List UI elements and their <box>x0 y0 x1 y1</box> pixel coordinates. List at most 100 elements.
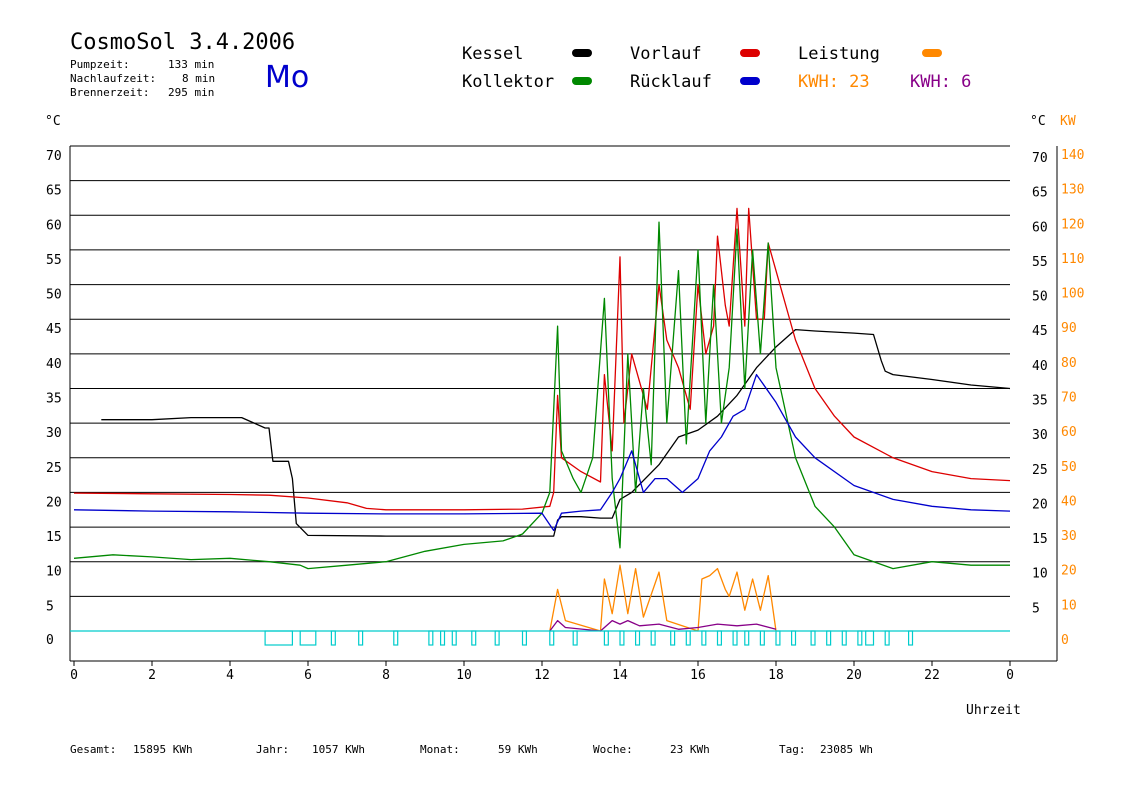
x-tick-label: 12 <box>534 668 550 683</box>
status-block <box>451 630 457 646</box>
footer-gesamt-value: 15895 KWh <box>133 743 193 756</box>
status-block <box>603 630 609 646</box>
kwh-label-day: KWH: 6 <box>910 72 972 92</box>
status-bar <box>70 630 1010 646</box>
x-tick-label: 6 <box>304 668 312 683</box>
status-block <box>670 630 676 646</box>
y2-tick-label: 30 <box>1061 529 1077 544</box>
status-block <box>701 630 707 646</box>
y-tick-label-right: 20 <box>1032 497 1048 512</box>
y2-tick-label: 140 <box>1061 148 1084 163</box>
y-tick-label-left: 10 <box>46 565 62 580</box>
legend-vorlauf: Vorlauf <box>630 44 702 64</box>
y-tick-label-left: 15 <box>46 530 62 545</box>
y-tick-label-left: 60 <box>46 218 62 233</box>
status-block <box>907 630 914 646</box>
series-line-kessel <box>101 328 1011 537</box>
y2-tick-label: 0 <box>1061 633 1069 648</box>
stat-brennerzeit-label: Brennerzeit: <box>70 86 150 99</box>
y2-tick-label: 20 <box>1061 564 1077 579</box>
series-line-kwh <box>549 619 777 632</box>
stat-brennerzeit-value: 295 min <box>168 86 215 99</box>
y-tick-label-left: 20 <box>46 495 62 510</box>
status-block <box>549 630 555 646</box>
legend-leistung-swatch <box>922 49 942 57</box>
status-block <box>428 630 434 646</box>
y-tick-label-left: 30 <box>46 426 62 441</box>
y-tick-label-right: 50 <box>1032 290 1048 305</box>
status-block <box>471 630 477 646</box>
footer-gesamt-label: Gesamt: <box>70 743 117 756</box>
y-tick-label-right: 60 <box>1032 220 1048 235</box>
series-line-vorlauf <box>73 207 1011 511</box>
y-tick-label-left: 0 <box>46 633 54 648</box>
y-tick-label-right: 5 <box>1032 601 1040 616</box>
x-tick-label: 14 <box>612 668 628 683</box>
y2-tick-label: 70 <box>1061 391 1077 406</box>
chart-ticks: 0510152025303540455055606570510152025303… <box>46 148 1084 683</box>
y-tick-label-left: 25 <box>46 461 62 476</box>
y-tick-label-left: 40 <box>46 357 62 372</box>
y-tick-label-right: 35 <box>1032 394 1048 409</box>
footer-woche-value: 23 KWh <box>670 743 710 756</box>
x-tick-label: 0 <box>1006 668 1014 683</box>
legend-kessel: Kessel <box>462 44 524 64</box>
y-tick-label-left: 5 <box>46 599 54 614</box>
y2-tick-label: 90 <box>1061 321 1077 336</box>
footer-woche-label: Woche: <box>593 743 633 756</box>
stat-nachlaufzeit-value: 8 min <box>182 72 216 85</box>
title: CosmoSol 3.4.2006 <box>70 30 296 55</box>
y2-tick-label: 100 <box>1061 287 1084 302</box>
chart-axes <box>69 146 1058 662</box>
status-block <box>884 630 890 646</box>
y-tick-label-left: 65 <box>46 184 62 199</box>
series-line-rcklauf <box>73 373 1011 532</box>
stat-nachlaufzeit-label: Nachlaufzeit: <box>70 72 157 85</box>
footer-monat-value: 59 KWh <box>498 743 538 756</box>
y-tick-label-right: 55 <box>1032 255 1048 270</box>
y-tick-label-left: 50 <box>46 288 62 303</box>
y2-tick-label: 10 <box>1061 598 1077 613</box>
status-block <box>775 630 781 646</box>
y-tick-label-right: 45 <box>1032 324 1048 339</box>
chart-grid <box>70 145 1010 597</box>
y-tick-label-right: 10 <box>1032 567 1048 582</box>
status-block <box>732 630 738 646</box>
series-line-leistung <box>549 564 777 632</box>
status-block <box>759 630 765 646</box>
day-label: Mo <box>265 60 310 95</box>
y-tick-label-right: 40 <box>1032 359 1048 374</box>
status-block <box>393 630 399 646</box>
legend-leistung: Leistung <box>798 44 880 64</box>
x-tick-label: 4 <box>226 668 234 683</box>
legend-vorlauf-swatch <box>740 49 760 57</box>
status-block <box>650 630 656 646</box>
y2-tick-label: 130 <box>1061 183 1084 198</box>
x-tick-label: 0 <box>70 668 78 683</box>
footer-monat-label: Monat: <box>420 743 460 756</box>
status-block <box>264 630 294 646</box>
x-tick-label: 18 <box>768 668 784 683</box>
status-block <box>744 630 750 646</box>
legend-kollektor-swatch <box>572 77 592 85</box>
legend-ruecklauf: Rücklauf <box>630 72 712 92</box>
y2-tick-label: 110 <box>1061 252 1084 267</box>
status-block <box>358 630 364 646</box>
footer-tag-label: Tag: <box>779 743 806 756</box>
status-block <box>790 630 797 646</box>
status-block <box>440 630 446 646</box>
status-block <box>826 630 832 646</box>
status-block <box>865 630 875 646</box>
status-block <box>521 630 527 646</box>
status-block <box>841 630 847 646</box>
y-axis-label-right: °C <box>1030 114 1046 129</box>
legend-kollektor: Kollektor <box>462 72 555 92</box>
y-tick-label-left: 70 <box>46 149 62 164</box>
x-tick-label: 16 <box>690 668 706 683</box>
y-tick-label-left: 35 <box>46 392 62 407</box>
y-tick-label-left: 45 <box>46 322 62 337</box>
footer-tag-value: 23085 Wh <box>820 743 873 756</box>
footer-jahr-label: Jahr: <box>256 743 290 756</box>
legend-kessel-swatch <box>572 49 592 57</box>
y2-tick-label: 120 <box>1061 217 1084 232</box>
